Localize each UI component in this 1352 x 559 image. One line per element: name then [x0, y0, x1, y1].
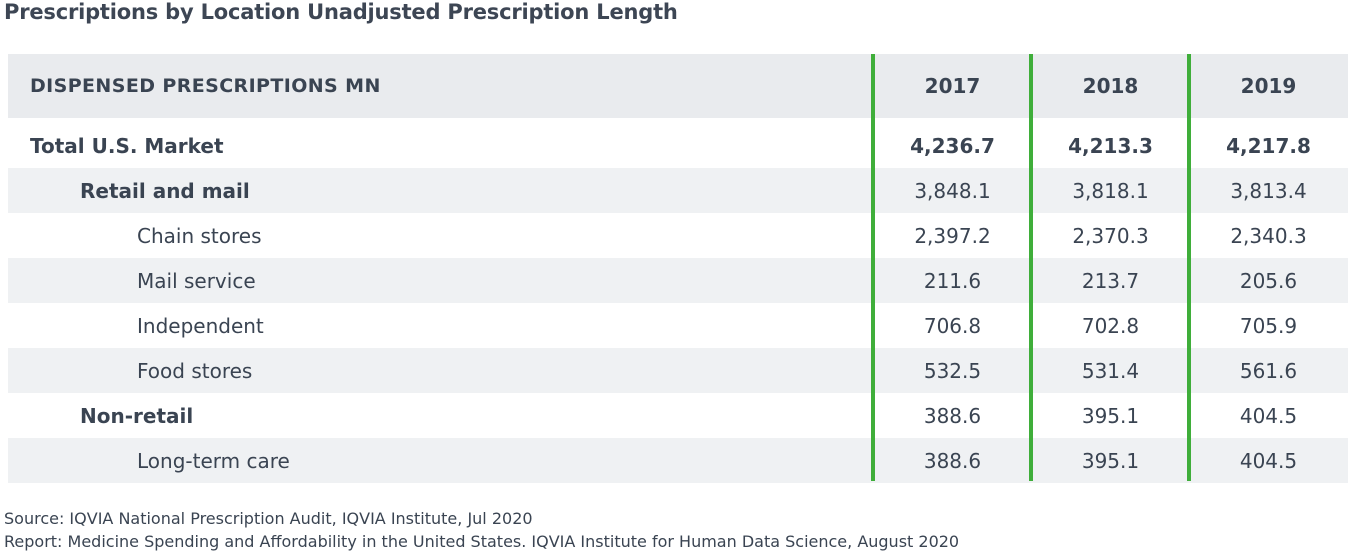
row-label: Retail and mail [80, 178, 250, 203]
table-header-row: DISPENSED PRESCRIPTIONS MN 2017 2018 201… [8, 54, 1348, 118]
source-note: Source: IQVIA National Prescription Audi… [4, 509, 533, 528]
column-divider-2017 [871, 54, 875, 481]
cell-2018: 395.1 [1081, 403, 1140, 428]
prescriptions-table: DISPENSED PRESCRIPTIONS MN 2017 2018 201… [8, 54, 1348, 483]
table-row-total-us-market: Total U.S. Market 4,236.7 4,213.3 4,217.… [8, 123, 1348, 168]
cell-2018: 395.1 [1081, 448, 1140, 473]
cell-2019: 561.6 [1239, 358, 1298, 383]
page-title: Prescriptions by Location Unadjusted Pre… [4, 0, 678, 24]
table-row-independent: Independent 706.8 702.8 705.9 [8, 303, 1348, 348]
cell-2019: 3,813.4 [1230, 178, 1307, 203]
table-row-non-retail: Non-retail 388.6 395.1 404.5 [8, 393, 1348, 438]
table-row-retail-and-mail: Retail and mail 3,848.1 3,818.1 3,813.4 [8, 168, 1348, 213]
table-row-long-term-care: Long-term care 388.6 395.1 404.5 [8, 438, 1348, 483]
cell-2018: 702.8 [1081, 313, 1140, 338]
column-divider-2018 [1029, 54, 1033, 481]
report-note: Report: Medicine Spending and Affordabil… [4, 532, 960, 551]
table-row-food-stores: Food stores 532.5 531.4 561.6 [8, 348, 1348, 393]
header-year-2017: 2017 [924, 74, 981, 98]
cell-2019: 205.6 [1239, 268, 1298, 293]
row-label: Food stores [137, 358, 253, 383]
cell-2018: 3,818.1 [1072, 178, 1149, 203]
cell-2017: 211.6 [923, 268, 982, 293]
cell-2019: 404.5 [1239, 448, 1298, 473]
cell-2018: 531.4 [1081, 358, 1140, 383]
cell-2018: 213.7 [1081, 268, 1140, 293]
cell-2017: 388.6 [923, 403, 982, 428]
cell-2019: 4,217.8 [1226, 133, 1311, 158]
cell-2017: 3,848.1 [914, 178, 991, 203]
cell-2017: 706.8 [923, 313, 982, 338]
row-label: Mail service [137, 268, 256, 293]
cell-2017: 388.6 [923, 448, 982, 473]
row-label: Chain stores [137, 223, 262, 248]
cell-2019: 404.5 [1239, 403, 1298, 428]
row-label: Independent [137, 313, 264, 338]
header-year-2019: 2019 [1240, 74, 1297, 98]
cell-2018: 2,370.3 [1072, 223, 1149, 248]
header-year-2018: 2018 [1082, 74, 1139, 98]
table-row-chain-stores: Chain stores 2,397.2 2,370.3 2,340.3 [8, 213, 1348, 258]
cell-2018: 4,213.3 [1068, 133, 1153, 158]
cell-2017: 2,397.2 [914, 223, 991, 248]
header-label: DISPENSED PRESCRIPTIONS MN [30, 75, 381, 97]
column-divider-2019 [1187, 54, 1191, 481]
row-label: Non-retail [80, 403, 194, 428]
row-label: Total U.S. Market [30, 133, 224, 158]
cell-2019: 2,340.3 [1230, 223, 1307, 248]
cell-2019: 705.9 [1239, 313, 1298, 338]
cell-2017: 4,236.7 [910, 133, 995, 158]
table-row-mail-service: Mail service 211.6 213.7 205.6 [8, 258, 1348, 303]
row-label: Long-term care [137, 448, 290, 473]
cell-2017: 532.5 [923, 358, 982, 383]
